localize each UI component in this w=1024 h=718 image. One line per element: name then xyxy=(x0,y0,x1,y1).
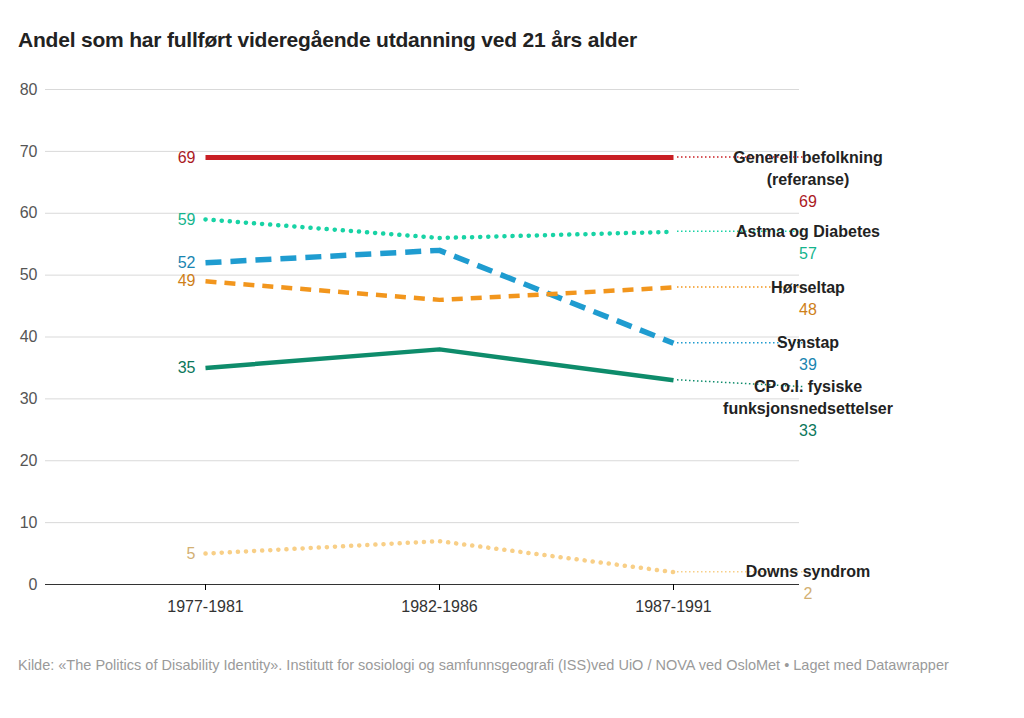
svg-text:1982-1986: 1982-1986 xyxy=(401,598,478,615)
svg-text:CP o.l. fysiske: CP o.l. fysiske xyxy=(754,378,862,395)
svg-text:Downs syndrom: Downs syndrom xyxy=(746,563,870,580)
svg-text:funksjonsnedsettelser: funksjonsnedsettelser xyxy=(723,400,893,417)
svg-text:20: 20 xyxy=(20,452,38,469)
svg-text:30: 30 xyxy=(20,390,38,407)
html-text:Andel som har fullført videreg: Andel som har fullført videregående utda… xyxy=(18,28,637,51)
svg-text:69: 69 xyxy=(178,149,196,166)
svg-text:Astma og Diabetes: Astma og Diabetes xyxy=(736,223,880,240)
svg-text:49: 49 xyxy=(178,272,196,289)
svg-text:80: 80 xyxy=(20,81,38,98)
svg-text:1977-1981: 1977-1981 xyxy=(167,598,244,615)
svg-text:70: 70 xyxy=(20,142,38,159)
svg-text:0: 0 xyxy=(29,576,38,593)
svg-text:(referanse): (referanse) xyxy=(767,171,850,188)
svg-text:Synstap: Synstap xyxy=(777,334,839,351)
svg-text:69: 69 xyxy=(799,193,817,210)
svg-text:60: 60 xyxy=(20,204,38,221)
svg-text:1987-1991: 1987-1991 xyxy=(635,598,712,615)
svg-text:50: 50 xyxy=(20,266,38,283)
html-text:Kilde: «The Politics of Disabi: Kilde: «The Politics of Disability Ident… xyxy=(18,657,949,673)
svg-text:2: 2 xyxy=(804,585,813,602)
svg-text:39: 39 xyxy=(799,356,817,373)
svg-text:59: 59 xyxy=(178,211,196,228)
svg-text:48: 48 xyxy=(799,301,817,318)
svg-text:33: 33 xyxy=(799,422,817,439)
svg-text:10: 10 xyxy=(20,514,38,531)
svg-text:Generell befolkning: Generell befolkning xyxy=(733,149,882,166)
svg-text:57: 57 xyxy=(799,245,817,262)
svg-text:Hørseltap: Hørseltap xyxy=(771,279,845,296)
svg-text:40: 40 xyxy=(20,328,38,345)
svg-text:35: 35 xyxy=(178,359,196,376)
svg-text:52: 52 xyxy=(178,254,196,271)
svg-text:5: 5 xyxy=(187,545,196,562)
